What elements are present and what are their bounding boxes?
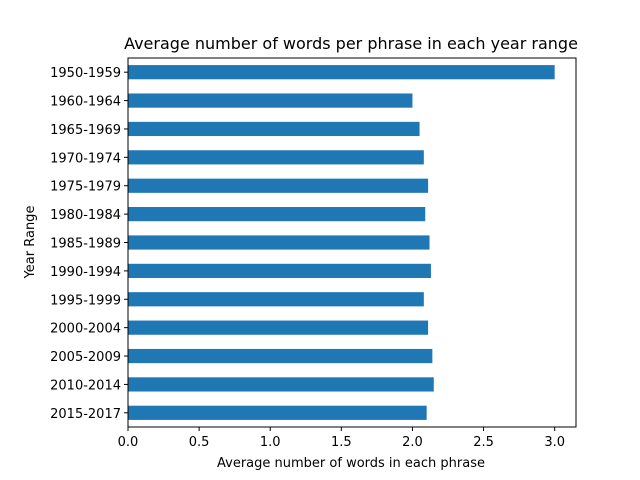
bar-1965-1969	[128, 121, 420, 137]
bar-1990-1994	[128, 263, 431, 278]
bar-1975-1979	[128, 178, 429, 193]
plot-frame	[127, 57, 577, 428]
x-tick-label: 1.5	[331, 435, 352, 450]
bars-group	[128, 65, 555, 420]
y-tick-label: 1980-1984	[50, 208, 121, 223]
bar-1960-1964	[128, 93, 413, 108]
bar-1985-1989	[128, 235, 430, 250]
y-tick-label: 1975-1979	[50, 180, 121, 195]
x-tick-label: 0.0	[118, 435, 139, 450]
bar-1970-1974	[128, 150, 424, 165]
y-axis-ticks: 1950-1959 1960-1964 1965-1969 1970-1974 1975…	[50, 66, 128, 422]
x-tick-label: 2.0	[402, 435, 423, 450]
y-tick-label: 2010-2014	[50, 378, 121, 393]
bar-1995-1999	[128, 292, 424, 307]
y-tick-label: 1950-1959	[50, 66, 121, 81]
x-axis-label: Average number of words in each phrase	[217, 456, 485, 471]
x-axis-ticks: 0.0 0.5 1.0 1.5 2.0 2.5 3.0	[118, 427, 565, 450]
y-tick-label: 1965-1969	[50, 123, 121, 138]
y-tick-label: 2005-2009	[50, 350, 121, 365]
bar-2000-2004	[128, 320, 429, 335]
chart-title: Average number of words per phrase in ea…	[124, 34, 578, 53]
y-tick-label: 1970-1974	[50, 151, 121, 166]
y-tick-label: 2000-2004	[50, 322, 121, 337]
bar-2015-2017	[128, 405, 427, 420]
bar-2010-2014	[128, 377, 434, 392]
y-tick-label: 1995-1999	[50, 293, 121, 308]
y-tick-label: 1985-1989	[50, 237, 121, 252]
x-tick-label: 2.5	[473, 435, 494, 450]
x-tick-label: 3.0	[544, 435, 565, 450]
x-tick-label: 1.0	[260, 435, 281, 450]
x-tick-label: 0.5	[189, 435, 210, 450]
bar-2005-2009	[128, 348, 433, 364]
y-tick-label: 1990-1994	[50, 265, 121, 280]
y-axis-label: Year Range	[23, 206, 38, 280]
y-tick-label: 2015-2017	[50, 407, 121, 422]
y-tick-label: 1960-1964	[50, 95, 121, 110]
bar-1980-1984	[128, 207, 426, 222]
bar-1950-1959	[128, 65, 555, 80]
